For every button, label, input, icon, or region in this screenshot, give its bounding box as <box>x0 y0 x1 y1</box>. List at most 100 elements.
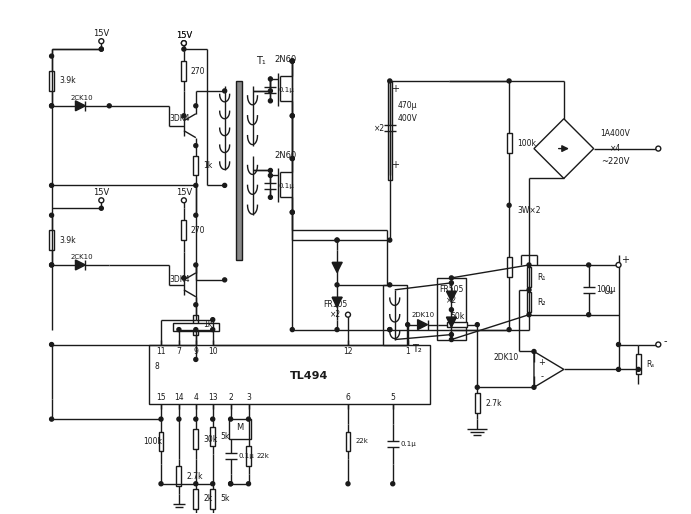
Circle shape <box>50 104 54 108</box>
Text: 2N60: 2N60 <box>274 151 296 160</box>
Text: 470μ: 470μ <box>398 101 417 111</box>
Text: 1k: 1k <box>202 161 212 170</box>
Text: 3W×2: 3W×2 <box>517 206 540 215</box>
Circle shape <box>268 195 272 199</box>
Circle shape <box>268 169 272 173</box>
Circle shape <box>290 59 294 63</box>
Circle shape <box>475 323 480 326</box>
Circle shape <box>100 206 104 210</box>
Text: 3.9k: 3.9k <box>59 77 76 85</box>
Text: 270: 270 <box>191 66 205 76</box>
Text: +: + <box>390 84 399 94</box>
Bar <box>182 220 187 240</box>
Circle shape <box>532 386 536 389</box>
Bar <box>388 81 392 180</box>
Circle shape <box>177 417 181 421</box>
Text: 22k: 22k <box>356 438 369 445</box>
Circle shape <box>335 238 339 242</box>
Text: 11: 11 <box>156 347 166 356</box>
Polygon shape <box>534 352 564 387</box>
Circle shape <box>527 288 531 292</box>
Circle shape <box>50 183 54 188</box>
Bar <box>346 432 350 451</box>
Polygon shape <box>75 260 86 270</box>
Circle shape <box>193 357 198 361</box>
Text: 2: 2 <box>228 393 233 402</box>
Text: FR105: FR105 <box>323 300 347 309</box>
Circle shape <box>182 276 186 280</box>
Circle shape <box>388 327 392 332</box>
Circle shape <box>636 368 641 372</box>
Circle shape <box>50 263 54 267</box>
Circle shape <box>507 204 511 207</box>
Circle shape <box>229 482 233 486</box>
Circle shape <box>193 327 198 332</box>
Circle shape <box>159 417 163 421</box>
Circle shape <box>388 238 392 242</box>
Text: 3: 3 <box>246 393 251 402</box>
Text: 2k: 2k <box>204 494 213 503</box>
Circle shape <box>182 198 187 203</box>
Circle shape <box>268 77 272 81</box>
Circle shape <box>50 342 54 346</box>
Circle shape <box>182 114 186 118</box>
Text: 13: 13 <box>208 393 218 402</box>
Text: 2CK10: 2CK10 <box>70 95 93 101</box>
Circle shape <box>100 47 104 51</box>
Text: ~220V: ~220V <box>601 157 630 166</box>
Text: 15V: 15V <box>93 188 109 197</box>
Text: 8: 8 <box>154 362 159 371</box>
Circle shape <box>507 327 511 332</box>
Polygon shape <box>332 263 342 272</box>
Text: 50k: 50k <box>451 312 464 321</box>
Circle shape <box>390 482 395 486</box>
Bar <box>527 292 531 312</box>
Text: 10: 10 <box>208 347 218 356</box>
Text: 2N60: 2N60 <box>274 54 296 64</box>
Circle shape <box>247 482 251 486</box>
Circle shape <box>449 276 453 280</box>
Circle shape <box>290 210 294 214</box>
Text: +: + <box>621 255 630 265</box>
Circle shape <box>268 173 272 177</box>
Bar <box>236 81 242 260</box>
Text: TL494: TL494 <box>290 371 328 381</box>
Text: 2CK10: 2CK10 <box>70 254 93 260</box>
Circle shape <box>182 41 187 46</box>
Text: 3DK4: 3DK4 <box>169 114 189 123</box>
Text: ×2: ×2 <box>375 124 386 133</box>
Text: 2.7k: 2.7k <box>485 399 502 408</box>
Text: 2DK10: 2DK10 <box>493 353 519 362</box>
Circle shape <box>268 99 272 103</box>
Bar <box>149 344 430 404</box>
Text: 270: 270 <box>191 226 205 235</box>
Text: 30k: 30k <box>204 434 218 444</box>
Circle shape <box>346 312 350 317</box>
Circle shape <box>290 114 294 118</box>
Circle shape <box>335 283 339 287</box>
Circle shape <box>182 41 187 46</box>
Polygon shape <box>534 119 594 178</box>
Circle shape <box>100 47 104 51</box>
Bar <box>246 447 251 466</box>
Text: 5k: 5k <box>220 494 230 503</box>
Circle shape <box>290 59 294 63</box>
Circle shape <box>193 213 198 217</box>
Circle shape <box>177 327 181 332</box>
Text: M: M <box>236 423 243 432</box>
Text: T₁: T₁ <box>256 56 265 66</box>
Circle shape <box>335 327 339 332</box>
Bar <box>176 466 182 486</box>
Bar <box>49 71 54 91</box>
Circle shape <box>587 263 591 267</box>
Bar <box>448 322 467 327</box>
Bar <box>193 429 198 449</box>
Text: 1k: 1k <box>202 320 212 329</box>
Circle shape <box>532 350 536 354</box>
Bar <box>437 278 466 340</box>
Circle shape <box>290 210 294 214</box>
Bar <box>182 61 187 81</box>
Circle shape <box>616 368 621 372</box>
Polygon shape <box>332 297 342 307</box>
Text: 4: 4 <box>193 393 198 402</box>
